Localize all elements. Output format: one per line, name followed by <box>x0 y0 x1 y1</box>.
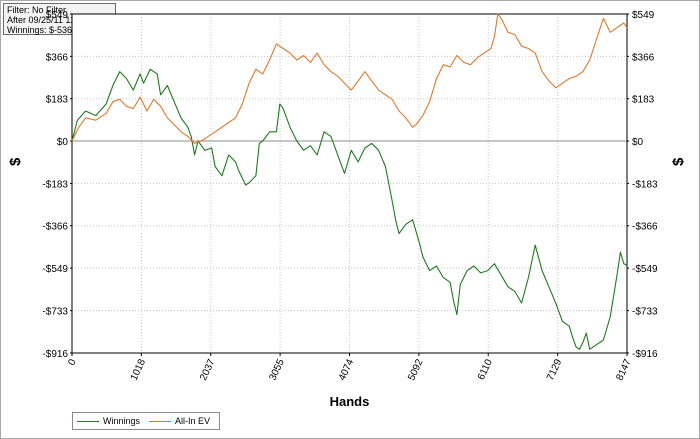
y-tick-label-left: -$183 <box>42 179 68 190</box>
series-line-all-in-ev <box>71 13 628 144</box>
legend-label-all-in-ev: All-In EV <box>175 416 211 426</box>
legend-label-winnings: Winnings <box>103 416 141 426</box>
y-tick-label-right: $0 <box>632 137 644 148</box>
y-tick-label-right: $549 <box>632 10 655 21</box>
legend: Winnings All-In EV <box>72 412 220 430</box>
y-axis-label-left: $ <box>7 157 24 166</box>
y-axis-label-right: $ <box>670 157 687 166</box>
y-tick-label-left: -$549 <box>42 264 68 275</box>
y-tick-label-left: $549 <box>46 10 69 21</box>
x-tick-label: 3055 <box>267 357 287 382</box>
x-tick-label: 7129 <box>545 357 565 382</box>
legend-swatch-all-in-ev <box>149 421 171 422</box>
y-tick-label-left: -$733 <box>42 307 68 318</box>
y-tick-label-right: -$366 <box>632 222 658 233</box>
x-tick-label: 8147 <box>614 357 634 382</box>
y-tick-label-left: -$366 <box>42 222 68 233</box>
y-tick-label-right: $366 <box>632 52 655 63</box>
x-tick-label: 1018 <box>129 357 149 382</box>
y-tick-label-right: $183 <box>632 95 655 106</box>
y-tick-label-left: $183 <box>46 95 69 106</box>
filter-text: Filter: No Filter <box>7 5 67 15</box>
x-tick-label: 4074 <box>337 357 357 382</box>
y-tick-label-right: -$183 <box>632 179 658 190</box>
legend-swatch-winnings <box>77 421 99 422</box>
series-line-winnings <box>71 68 628 350</box>
x-tick-label: 5092 <box>406 357 426 382</box>
x-axis-label: Hands <box>330 394 370 409</box>
plot-border <box>71 13 628 354</box>
y-tick-label-left: -$916 <box>42 349 68 360</box>
x-tick-label: 2037 <box>198 357 218 382</box>
after-date-text: After 09/25/11 12:00:00 <box>7 15 101 25</box>
y-tick-label-right: -$549 <box>632 264 658 275</box>
x-tick-label: 6110 <box>476 357 495 382</box>
y-tick-label-left: $0 <box>57 137 69 148</box>
y-tick-label-left: $366 <box>46 52 69 63</box>
x-tick-label: 0 <box>66 357 79 367</box>
winnings-text: Winnings: $-536.71 <box>7 25 85 35</box>
y-tick-label-right: -$916 <box>632 349 658 360</box>
y-tick-label-right: -$733 <box>632 307 658 318</box>
